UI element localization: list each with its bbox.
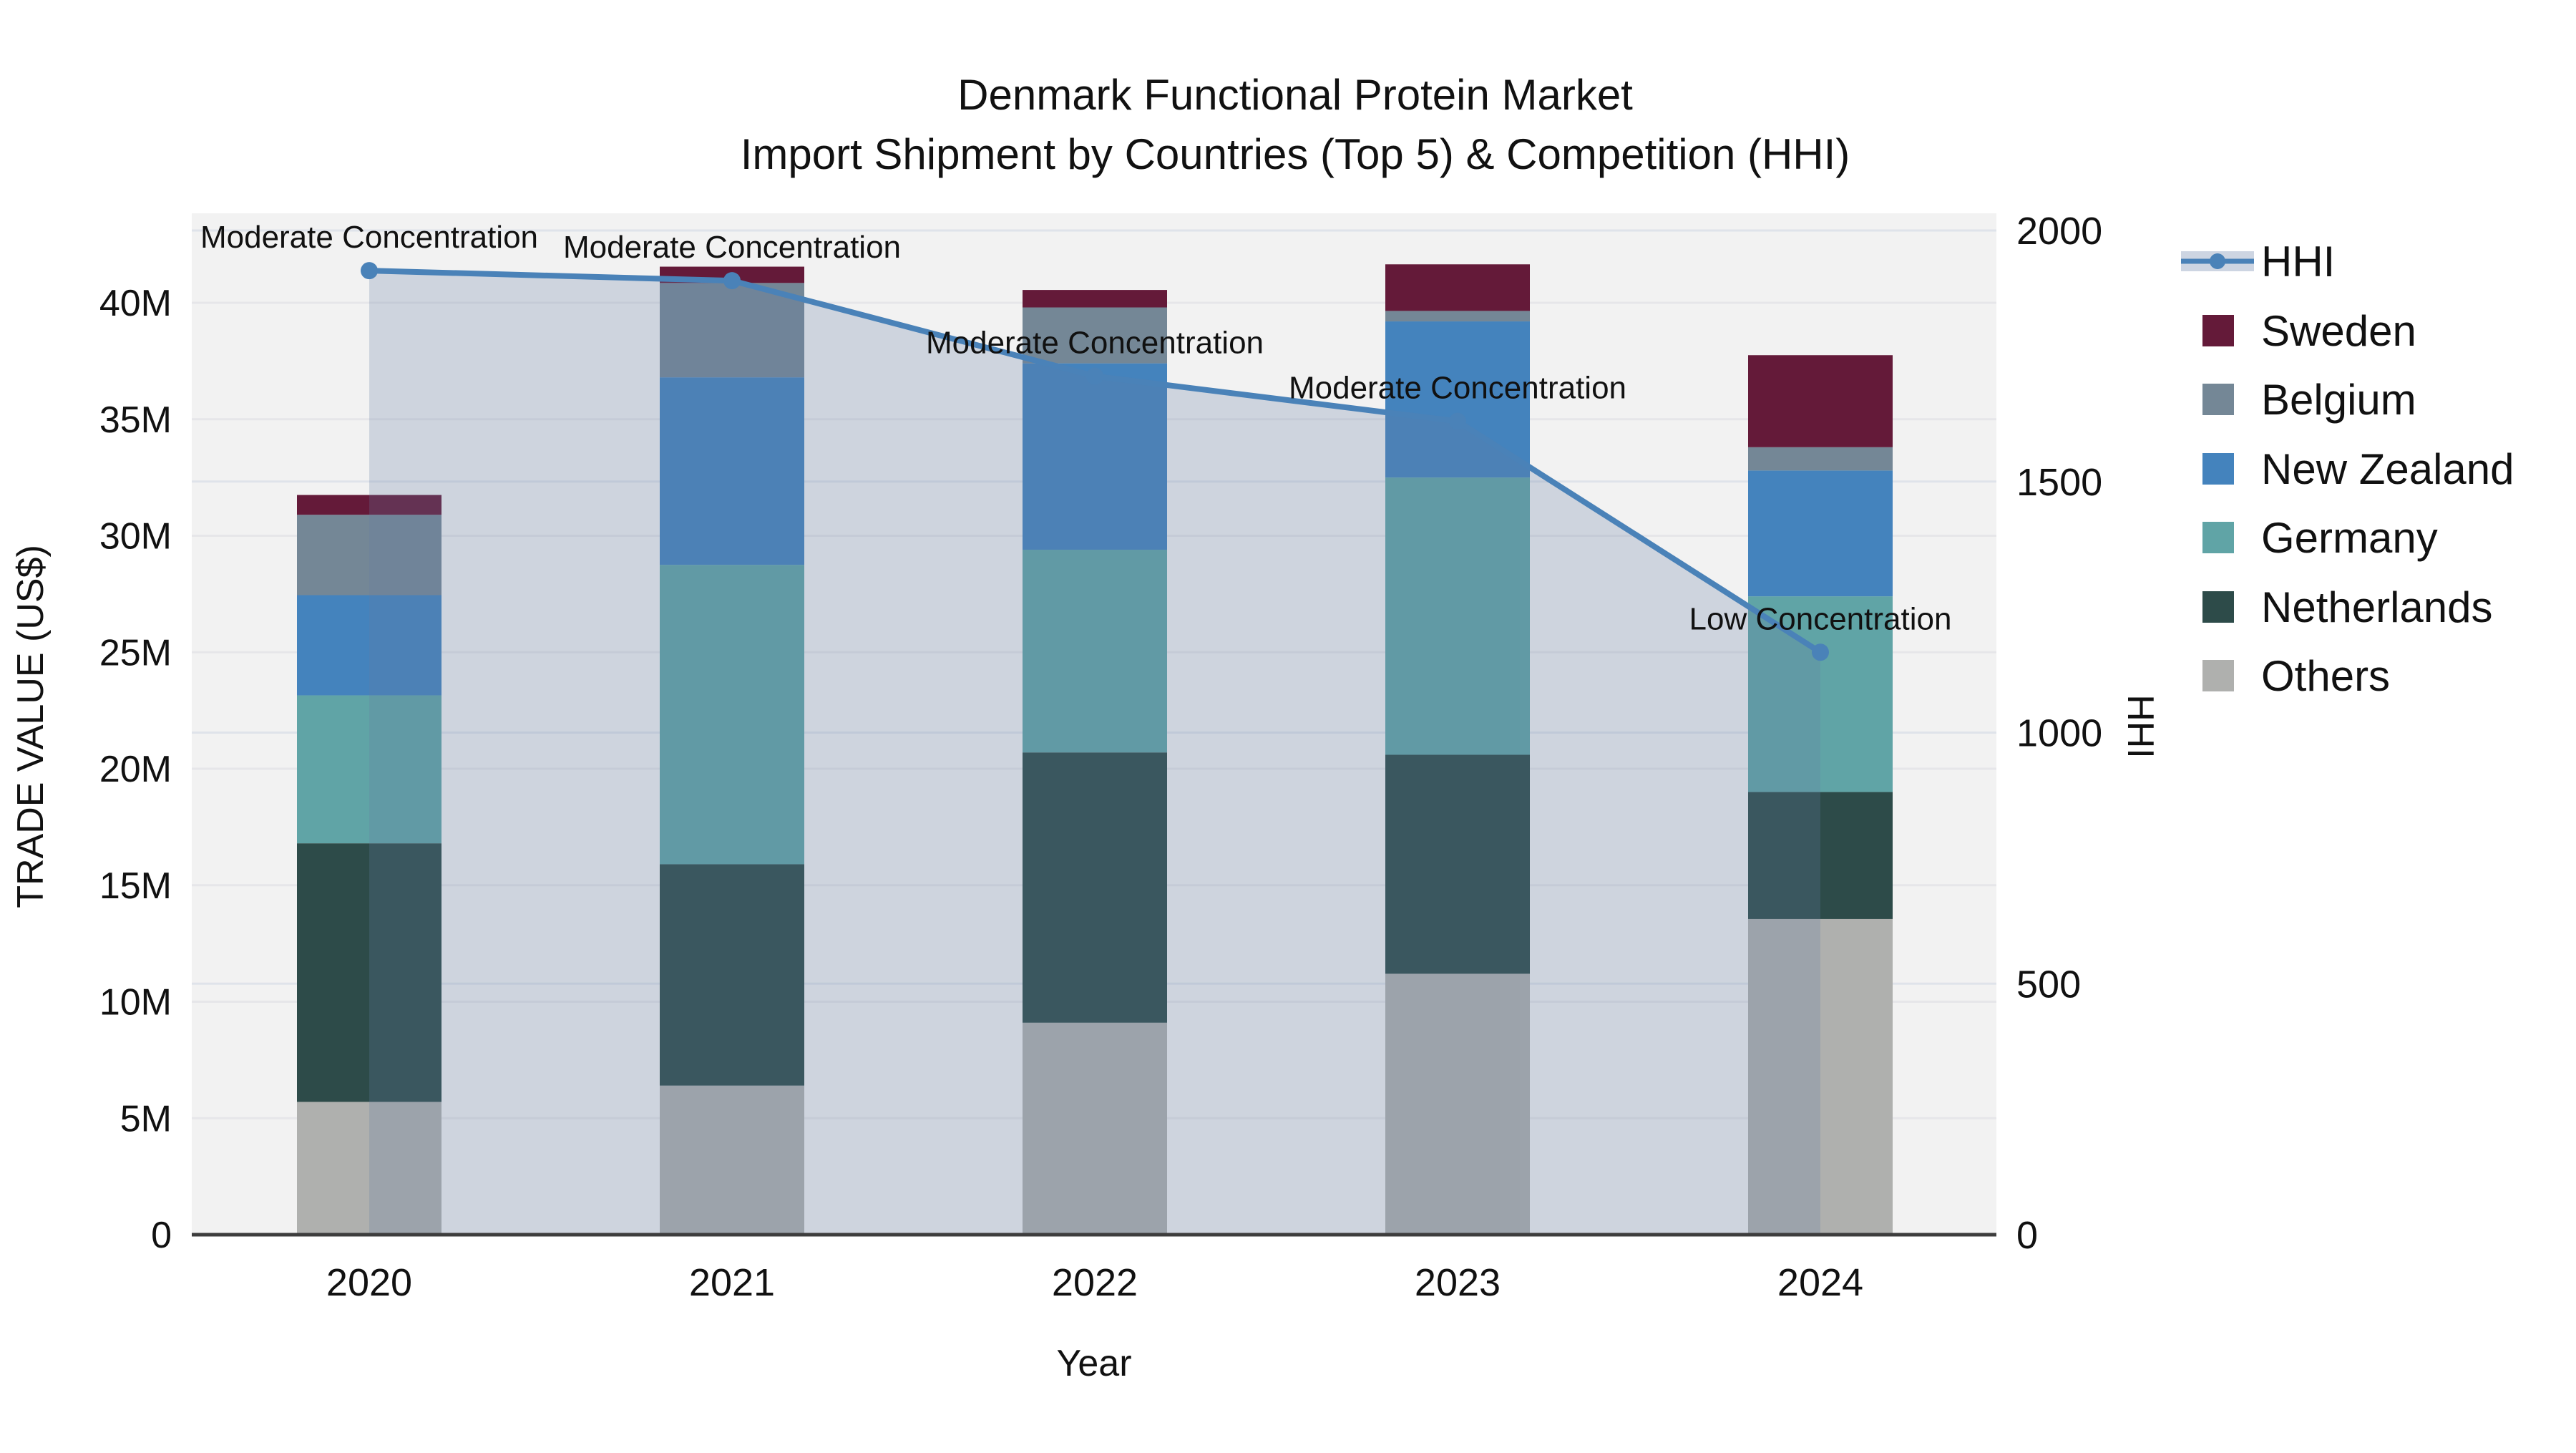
tick-label-layer: 0 5M 10M 15M 20M 25M 30M 35M 40M 0 500 1000 1500 2000…: [99, 210, 2102, 1304]
bar-segment-sweden-2020[interactable]: [297, 495, 441, 515]
legend-swatch-netherlands: [2202, 591, 2234, 623]
bar-segment-belgium-2023[interactable]: [1385, 311, 1530, 322]
bar-segment-belgium-2020[interactable]: [297, 515, 441, 596]
legend-label-netherlands: Netherlands: [2261, 583, 2493, 631]
bar-segment-belgium-2022[interactable]: [1023, 307, 1167, 364]
legend-label-sweden: Sweden: [2261, 307, 2416, 355]
bar-segment-germany-2024[interactable]: [1748, 596, 1893, 792]
bar-segment-germany-2022[interactable]: [1023, 550, 1167, 753]
chart-title-line1: Denmark Functional Protein Market: [957, 71, 1633, 119]
y-left-tick-25M: 25M: [99, 632, 172, 674]
legend-swatch-belgium: [2202, 384, 2234, 415]
legend-item-sweden[interactable]: Sweden: [2202, 307, 2416, 355]
y-right-tick-500: 500: [2016, 963, 2081, 1006]
annotation-2021: Moderate Concentration: [563, 230, 901, 265]
legend-swatch-sweden: [2202, 315, 2234, 346]
y-left-tick-35M: 35M: [99, 399, 172, 441]
bar-segment-others-2022[interactable]: [1023, 1022, 1167, 1235]
bar-segment-others-2020[interactable]: [297, 1102, 441, 1235]
annotation-2020: Moderate Concentration: [200, 220, 538, 255]
y-left-axis-title: TRADE VALUE (US$): [10, 545, 52, 908]
bar-segment-others-2023[interactable]: [1385, 973, 1530, 1235]
hhi-area-layer: [369, 271, 1820, 1235]
y-right-tick-2000: 2000: [2016, 210, 2102, 253]
legend-label-hhi: HHI: [2261, 238, 2335, 286]
bar-segment-germany-2020[interactable]: [297, 695, 441, 844]
bar-segment-belgium-2024[interactable]: [1748, 447, 1893, 471]
hhi-marker-2021[interactable]: [723, 272, 741, 290]
y-left-tick-20M: 20M: [99, 749, 172, 790]
bar-segment-new-zealand-2022[interactable]: [1023, 363, 1167, 550]
bar-segment-new-zealand-2020[interactable]: [297, 595, 441, 696]
y-right-tick-1000: 1000: [2016, 712, 2102, 755]
hhi-area-fill: [369, 271, 1820, 1235]
bar-segment-others-2021[interactable]: [660, 1085, 804, 1235]
y-left-tick-30M: 30M: [99, 516, 172, 558]
legend-swatch-new-zealand: [2202, 453, 2234, 485]
y-right-tick-1500: 1500: [2016, 461, 2102, 504]
hhi-marker-2024[interactable]: [1812, 643, 1829, 661]
annotation-2022: Moderate Concentration: [926, 325, 1264, 360]
bar-segment-germany-2023[interactable]: [1385, 477, 1530, 755]
bar-segment-sweden-2023[interactable]: [1385, 264, 1530, 311]
x-tick-2020: 2020: [326, 1261, 412, 1304]
legend-label-new-zealand: New Zealand: [2261, 445, 2514, 493]
bar-segment-new-zealand-2024[interactable]: [1748, 470, 1893, 597]
legend-item-netherlands[interactable]: Netherlands: [2202, 583, 2493, 631]
legend-item-new-zealand[interactable]: New Zealand: [2202, 445, 2514, 493]
bar-segment-sweden-2022[interactable]: [1023, 290, 1167, 308]
legend-label-germany: Germany: [2261, 514, 2438, 562]
y-left-tick-40M: 40M: [99, 283, 172, 324]
legend-swatch-others: [2202, 660, 2234, 691]
hhi-marker-2020[interactable]: [361, 262, 378, 280]
x-axis-title: Year: [1056, 1343, 1131, 1384]
annotation-2024: Low Concentration: [1689, 601, 1952, 636]
bar-segment-germany-2021[interactable]: [660, 565, 804, 865]
x-tick-2021: 2021: [689, 1261, 775, 1304]
annotation-2023: Moderate Concentration: [1289, 371, 1626, 406]
y-left-tick-5M: 5M: [120, 1098, 172, 1139]
y-right-tick-0: 0: [2016, 1214, 2038, 1257]
bar-segment-netherlands-2021[interactable]: [660, 864, 804, 1086]
legend-swatch-germany: [2202, 522, 2234, 553]
annotation-layer: Moderate Concentration Moderate Concentra…: [200, 220, 1951, 636]
bar-segment-netherlands-2024[interactable]: [1748, 792, 1893, 919]
hhi-marker-swatch: [2210, 253, 2225, 269]
chart-title-line2: Import Shipment by Countries (Top 5) & C…: [741, 130, 1850, 178]
legend-layer: HHI Sweden Belgium New Zealand Germany Nether…: [2181, 238, 2514, 700]
legend-item-others[interactable]: Others: [2202, 652, 2390, 700]
x-tick-2024: 2024: [1777, 1261, 1863, 1304]
bar-segment-belgium-2021[interactable]: [660, 283, 804, 378]
y-left-tick-0: 0: [151, 1215, 172, 1256]
legend-item-hhi[interactable]: HHI: [2181, 238, 2335, 286]
legend-item-belgium[interactable]: Belgium: [2202, 376, 2416, 424]
legend-label-belgium: Belgium: [2261, 376, 2416, 424]
x-tick-2022: 2022: [1052, 1261, 1138, 1304]
legend-item-germany[interactable]: Germany: [2202, 514, 2438, 562]
bar-segment-others-2024[interactable]: [1748, 918, 1893, 1235]
legend-label-others: Others: [2261, 652, 2390, 700]
y-left-tick-10M: 10M: [99, 982, 172, 1024]
bar-segment-sweden-2024[interactable]: [1748, 355, 1893, 447]
y-left-tick-15M: 15M: [99, 865, 172, 907]
stacked-bars-layer: [297, 264, 1893, 1235]
x-tick-2023: 2023: [1415, 1261, 1501, 1304]
hhi-line-layer: [361, 262, 1829, 661]
hhi-marker-2022[interactable]: [1086, 367, 1103, 385]
y-right-axis-title: HHI: [2119, 694, 2161, 759]
bar-segment-netherlands-2020[interactable]: [297, 843, 441, 1102]
bar-segment-new-zealand-2021[interactable]: [660, 377, 804, 565]
bar-segment-netherlands-2023[interactable]: [1385, 754, 1530, 974]
hhi-marker-2023[interactable]: [1449, 412, 1466, 430]
bar-segment-netherlands-2022[interactable]: [1023, 752, 1167, 1023]
